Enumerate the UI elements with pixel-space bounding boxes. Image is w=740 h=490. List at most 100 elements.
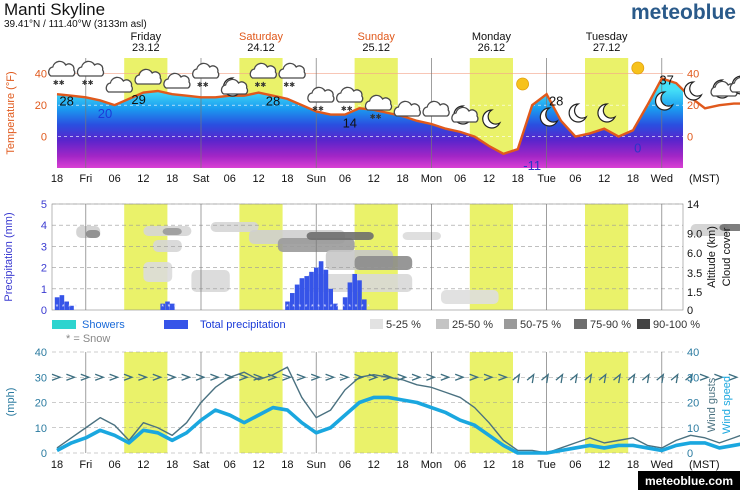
wind-direction-arrow	[339, 373, 350, 381]
temp-x-label: Wed	[651, 173, 673, 185]
cloud-cover-patch	[162, 228, 182, 235]
precip-bar	[64, 301, 69, 310]
wind-direction-arrow	[483, 373, 494, 381]
cloud-altitude-tick: 6.0	[687, 248, 702, 260]
temp-ytick: 20	[35, 100, 47, 112]
wind-axis-label: (mph)	[5, 388, 17, 417]
temp-x-label: 06	[569, 173, 581, 185]
wind-ytick-right: 20	[687, 398, 699, 410]
moon-icon	[539, 107, 559, 127]
brand-logo: meteoblue	[631, 1, 736, 24]
wind-direction-arrow	[613, 373, 622, 384]
day-name: Monday	[472, 31, 512, 43]
wind-direction-arrow	[66, 373, 77, 381]
snow-mark: *	[292, 304, 295, 311]
wind-x-label: Tue	[537, 459, 556, 471]
daylight-band	[239, 204, 283, 310]
wind-direction-arrow	[94, 373, 106, 381]
wind-x-unit: (MST)	[689, 459, 720, 471]
cloud-cover-patch	[354, 256, 413, 270]
precip-bar	[294, 284, 300, 310]
precip-ytick: 2	[41, 263, 47, 275]
page-title: Manti Skyline	[4, 0, 105, 19]
location-subtitle: 39.41°N / 111.40°W (3133m asl)	[4, 19, 147, 30]
temp-x-label: 18	[166, 173, 178, 185]
cloud-cover-axis-label: Cloud cover	[721, 227, 733, 286]
wind-direction-arrow	[498, 373, 509, 381]
precip-bar	[54, 297, 60, 310]
cloud-altitude-tick: 14	[687, 199, 699, 211]
day-name: Saturday	[239, 31, 284, 43]
cloud-legend-label: 25-50 %	[452, 319, 493, 331]
cloud-cover-legend: 5-25 % 25-50 % 50-75 % 75-90 % 90-100 %	[370, 319, 700, 331]
altitude-axis-label: Altitude (km)	[706, 226, 718, 288]
snow-mark: *	[342, 304, 345, 311]
wind-x-label: 12	[483, 459, 495, 471]
precip-bar	[357, 280, 362, 310]
cloud-snow-icon: ✱✱	[76, 60, 105, 87]
temp-x-label: Sun	[306, 173, 326, 185]
cloud-altitude-tick: 1.5	[687, 287, 702, 299]
wind-direction-arrow	[656, 373, 665, 384]
moon-cloud-icon	[729, 75, 740, 95]
wind-gusts-axis-label: Wind gusts	[706, 377, 718, 432]
wind-direction-arrow	[267, 373, 278, 381]
snow-flake-glyph: ✱✱	[255, 81, 267, 89]
snow-mark: *	[68, 304, 71, 311]
snow-mark: *	[56, 304, 59, 311]
total-precip-swatch	[164, 320, 188, 329]
cloud-cover-patch	[306, 232, 374, 240]
cloud-legend-swatch	[637, 319, 650, 329]
wind-direction-arrow	[282, 373, 293, 381]
temp-ytick-right: 40	[687, 69, 699, 81]
cloud-cover-patch	[85, 230, 101, 238]
sun-icon	[516, 77, 529, 91]
snow-flake-glyph: ✱✱	[197, 81, 209, 89]
precip-bar	[318, 261, 324, 310]
wind-direction-arrow	[181, 373, 192, 381]
temp-x-label: 06	[339, 173, 351, 185]
snow-mark: *	[74, 304, 77, 311]
cloud-snow-icon: ✱✱	[336, 86, 364, 113]
temp-x-label: 18	[627, 173, 639, 185]
wind-x-label: 12	[598, 459, 610, 471]
wind-ytick-right: 10	[687, 423, 699, 435]
snow-flake-glyph: ✱✱	[283, 81, 295, 89]
precip-bar	[347, 282, 353, 310]
wind-x-label: 06	[569, 459, 581, 471]
snow-flake-glyph: ✱✱	[312, 105, 324, 113]
snow-mark: *	[305, 304, 308, 311]
moon-icon	[568, 103, 588, 123]
wind-ytick-right: 30	[687, 372, 699, 384]
cloud-snow-icon: ✱✱	[249, 62, 277, 89]
temp-x-label: Fri	[79, 173, 92, 185]
precip-bar	[285, 301, 290, 310]
cloud-legend-swatch	[504, 319, 517, 329]
snow-mark: *	[367, 304, 370, 311]
temp-axis-label: Temperature (°F)	[5, 71, 17, 154]
precip-bar	[314, 267, 319, 310]
snow-mark: *	[62, 304, 65, 311]
cloud-cover-patch	[441, 290, 499, 304]
moon-icon	[597, 103, 617, 123]
cloud-cover-patch	[690, 224, 729, 236]
temp-x-label: 18	[51, 173, 63, 185]
cloud-snow-icon: ✱✱	[364, 94, 393, 121]
precip-bar	[290, 293, 295, 310]
wind-ytick-left: 0	[41, 448, 47, 460]
wind-speed-axis-label: Wind speed	[721, 376, 733, 434]
wind-ytick-left: 40	[35, 347, 47, 359]
showers-swatch	[52, 320, 76, 329]
cloud-icon	[393, 100, 421, 117]
temp-x-unit: (MST)	[689, 173, 720, 185]
cloud-cover-patch	[210, 222, 259, 232]
temp-x-label: 12	[598, 173, 610, 185]
temp-ytick-right: 0	[687, 132, 693, 144]
precip-legend: Showers Total precipitation * = Snow 5-2…	[52, 319, 700, 345]
temp-x-label: 18	[396, 173, 408, 185]
cloud-snow-icon: ✱✱	[278, 62, 306, 89]
wind-x-label: 18	[281, 459, 293, 471]
cloud-legend-label: 5-25 %	[386, 319, 421, 331]
